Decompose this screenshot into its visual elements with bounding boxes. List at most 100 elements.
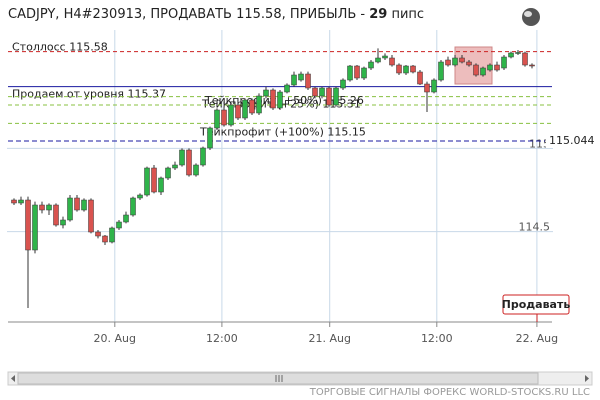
candle-body bbox=[130, 197, 136, 216]
candle-body bbox=[116, 221, 122, 229]
candle-body bbox=[375, 57, 381, 63]
candle-body bbox=[284, 84, 290, 93]
candle-body bbox=[214, 109, 220, 129]
candle-body bbox=[53, 204, 59, 226]
candle-body bbox=[256, 95, 262, 114]
candle-body bbox=[88, 199, 94, 233]
scroll-thumb[interactable] bbox=[17, 372, 539, 385]
candle-body bbox=[172, 164, 178, 169]
candle-body bbox=[410, 65, 416, 73]
candle-body bbox=[438, 61, 444, 81]
candle-body bbox=[522, 52, 528, 66]
candle-body bbox=[480, 67, 486, 76]
candle-body bbox=[144, 167, 150, 196]
candle-body bbox=[60, 219, 66, 226]
scroll-right[interactable] bbox=[585, 375, 589, 382]
candle-body bbox=[291, 74, 297, 86]
candle-body bbox=[11, 199, 17, 204]
candle-body bbox=[347, 65, 353, 81]
y-tick-label: 114.5 bbox=[519, 221, 551, 234]
level-name: Продаем от уровня bbox=[12, 88, 124, 101]
candle-body bbox=[179, 149, 185, 166]
level-name: Тейкпрофит (+100%) bbox=[199, 125, 324, 138]
chart-title: CADJPY, H4#230913, ПРОДАВАТЬ 115.58, ПРИ… bbox=[8, 7, 424, 22]
sell-button[interactable] bbox=[502, 294, 570, 315]
candle-body bbox=[319, 87, 325, 97]
candle-body bbox=[95, 231, 101, 237]
candle-body bbox=[501, 56, 507, 69]
candle-body bbox=[270, 89, 276, 109]
candle-body bbox=[417, 71, 423, 85]
globe[interactable] bbox=[522, 8, 540, 26]
level-value: 115.37 bbox=[128, 88, 167, 101]
candle-body bbox=[186, 149, 192, 176]
candle-body bbox=[263, 89, 269, 97]
x-tick-label: 12:00 bbox=[206, 332, 238, 345]
level-label: Столлосс 115.58 bbox=[12, 41, 108, 54]
candle-body bbox=[18, 199, 24, 204]
candle-body bbox=[529, 64, 535, 67]
profit-unit: пипс bbox=[391, 7, 424, 22]
sell-button-label: Продавать bbox=[502, 298, 571, 311]
candle-body bbox=[487, 64, 493, 71]
candle-body bbox=[158, 177, 164, 193]
candle-body bbox=[235, 104, 241, 119]
candle-body bbox=[165, 167, 171, 179]
candle-body bbox=[361, 67, 367, 79]
candle-body bbox=[403, 65, 409, 74]
candle-body bbox=[25, 199, 31, 251]
level-value: 115.58 bbox=[69, 41, 108, 54]
candle-body bbox=[32, 204, 38, 251]
candle-body bbox=[431, 79, 437, 93]
candle-body bbox=[221, 109, 227, 126]
candle-body bbox=[494, 64, 500, 71]
scroll-grip bbox=[275, 375, 283, 382]
scrollbar[interactable] bbox=[7, 371, 593, 386]
level-label: Тейкпрофит (+100%) 115.15 bbox=[199, 125, 366, 138]
current-price-label: 115.044 bbox=[549, 134, 595, 147]
candle-body bbox=[123, 214, 129, 223]
candle-body bbox=[445, 59, 451, 66]
candle-body bbox=[151, 167, 157, 193]
candle-body bbox=[424, 83, 430, 93]
level-value: 115.31 bbox=[322, 98, 361, 111]
candle-body bbox=[81, 199, 87, 211]
candle-body bbox=[389, 57, 395, 66]
candle-body bbox=[109, 227, 115, 243]
candle-body bbox=[39, 204, 45, 211]
scroll-left[interactable] bbox=[11, 375, 15, 382]
candle-body bbox=[305, 73, 311, 89]
globe-icon[interactable] bbox=[522, 8, 540, 26]
candle-body bbox=[340, 79, 346, 89]
level-value: 115.15 bbox=[327, 125, 366, 138]
candle-body bbox=[46, 204, 52, 211]
candle-body bbox=[326, 87, 332, 106]
x-tick-label: 21. Aug bbox=[308, 332, 350, 345]
candle-body bbox=[137, 194, 143, 199]
candle-body bbox=[74, 197, 80, 211]
candle-body bbox=[249, 99, 255, 114]
candle-body bbox=[207, 127, 213, 149]
candle-body bbox=[298, 73, 304, 81]
candle-body bbox=[200, 147, 206, 166]
profit: 29 bbox=[369, 7, 387, 22]
candle-body bbox=[228, 104, 234, 126]
candle-body bbox=[515, 52, 521, 54]
level-label: Тейкпрофит (+50%) 115.26 bbox=[204, 94, 364, 107]
level-name: Столлосс bbox=[12, 41, 66, 54]
candle-body bbox=[396, 64, 402, 74]
level-label: Продаем от уровня 115.37 bbox=[12, 88, 166, 101]
candle-body bbox=[102, 235, 108, 243]
candle-body bbox=[382, 55, 388, 59]
candle-body bbox=[452, 57, 458, 66]
candle-body bbox=[508, 52, 514, 58]
x-tick-label: 22. Aug bbox=[516, 332, 558, 345]
candle-body bbox=[459, 57, 465, 63]
globe-land bbox=[524, 11, 532, 17]
candle-body bbox=[312, 87, 318, 97]
candle-body bbox=[466, 61, 472, 66]
candle-body bbox=[277, 91, 283, 109]
x-tick-label: 20. Aug bbox=[94, 332, 136, 345]
